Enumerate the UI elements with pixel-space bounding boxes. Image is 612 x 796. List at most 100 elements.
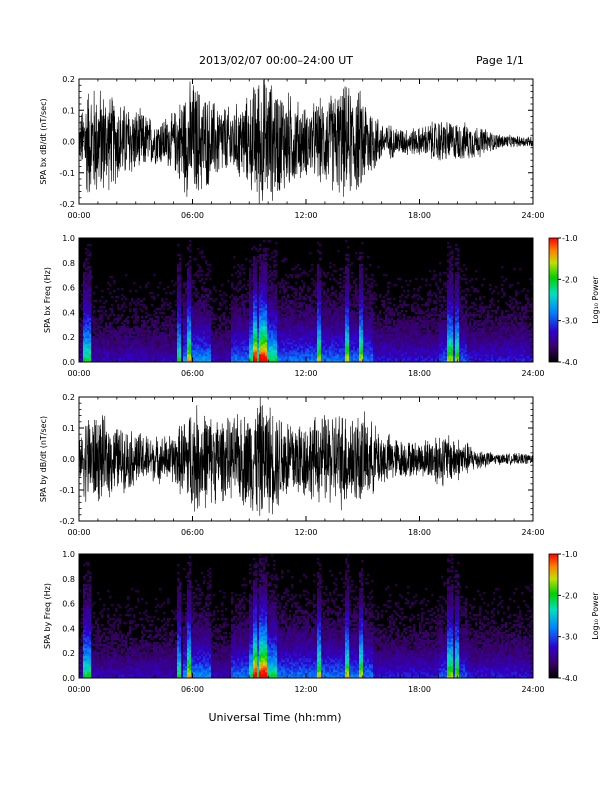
heatmap-cell (323, 310, 325, 312)
heatmap-cell (101, 306, 103, 308)
heatmap-cell (247, 298, 249, 300)
heatmap-cell (309, 296, 311, 298)
heatmap-cell (199, 266, 201, 268)
heatmap-cell (331, 334, 333, 336)
heatmap-cell (255, 328, 257, 330)
heatmap-cell (293, 312, 295, 314)
heatmap-cell (349, 352, 351, 354)
heatmap-cell (299, 330, 301, 332)
heatmap-cell (333, 346, 335, 348)
heatmap-cell (149, 344, 151, 346)
heatmap-cell (181, 350, 183, 352)
heatmap-cell (89, 322, 91, 324)
heatmap-cell (357, 338, 359, 340)
heatmap-cell (267, 312, 269, 314)
heatmap-cell (315, 336, 317, 338)
heatmap-cell (293, 356, 295, 358)
heatmap-cell (85, 330, 87, 332)
heatmap-cell (315, 312, 317, 314)
heatmap-cell (357, 290, 359, 292)
heatmap-cell (345, 330, 347, 332)
heatmap-cell (183, 296, 185, 298)
heatmap-cell (333, 308, 335, 310)
heatmap-cell (351, 262, 353, 264)
heatmap-cell (89, 288, 91, 290)
heatmap-cell (347, 310, 349, 312)
heatmap-cell (231, 336, 233, 338)
heatmap-cell (241, 356, 243, 358)
heatmap-cell (177, 320, 179, 322)
heatmap-cell (253, 336, 255, 338)
heatmap-cell (257, 288, 259, 290)
heatmap-cell (127, 338, 129, 340)
heatmap-cell (317, 358, 319, 360)
heatmap-cell (95, 352, 97, 354)
heatmap-cell (195, 358, 197, 360)
heatmap-cell (289, 352, 291, 354)
heatmap-cell (203, 314, 205, 316)
heatmap-cell (223, 348, 225, 350)
heatmap-cell (191, 322, 193, 324)
heatmap-cell (85, 298, 87, 300)
heatmap-cell (177, 322, 179, 324)
heatmap-cell (241, 318, 243, 320)
heatmap-cell (179, 314, 181, 316)
heatmap-cell (255, 308, 257, 310)
heatmap-cell (237, 316, 239, 318)
heatmap-cell (317, 278, 319, 280)
heatmap-cell (259, 290, 261, 292)
heatmap-cell (321, 354, 323, 356)
heatmap-cell (153, 324, 155, 326)
heatmap-cell (339, 346, 341, 348)
heatmap-cell (87, 266, 89, 268)
heatmap-cell (237, 358, 239, 360)
heatmap-cell (345, 338, 347, 340)
heatmap-cell (245, 336, 247, 338)
heatmap-cell (287, 300, 289, 302)
heatmap-cell (319, 286, 321, 288)
heatmap-cell (175, 300, 177, 302)
heatmap-cell (367, 342, 369, 344)
heatmap-cell (191, 340, 193, 342)
heatmap-cell (349, 264, 351, 266)
heatmap-cell (247, 356, 249, 358)
heatmap-cell (221, 350, 223, 352)
heatmap-cell (267, 272, 269, 274)
heatmap-cell (299, 342, 301, 344)
heatmap-cell (181, 338, 183, 340)
heatmap-cell (311, 310, 313, 312)
heatmap-cell (283, 316, 285, 318)
heatmap-cell (85, 342, 87, 344)
heatmap-cell (291, 276, 293, 278)
heatmap-cell (161, 300, 163, 302)
heatmap-cell (279, 324, 281, 326)
heatmap-cell (253, 358, 255, 360)
heatmap-cell (341, 358, 343, 360)
heatmap-cell (237, 346, 239, 348)
heatmap-cell (313, 342, 315, 344)
heatmap-cell (85, 290, 87, 292)
heatmap-cell (93, 324, 95, 326)
heatmap-cell (291, 316, 293, 318)
heatmap-cell (107, 344, 109, 346)
heatmap-cell (87, 316, 89, 318)
heatmap-cell (95, 286, 97, 288)
heatmap-cell (267, 282, 269, 284)
heatmap-cell (295, 302, 297, 304)
heatmap-cell (179, 358, 181, 360)
heatmap-cell (337, 354, 339, 356)
heatmap-cell (271, 252, 273, 254)
heatmap-cell (249, 326, 251, 328)
heatmap-cell (333, 350, 335, 352)
heatmap-cell (245, 350, 247, 352)
heatmap-cell (341, 290, 343, 292)
heatmap-cell (199, 318, 201, 320)
heatmap-cell (231, 346, 233, 348)
heatmap-cell (93, 322, 95, 324)
heatmap-cell (239, 352, 241, 354)
heatmap-cell (297, 354, 299, 356)
heatmap-cell (185, 288, 187, 290)
heatmap-cell (245, 288, 247, 290)
heatmap-cell (103, 344, 105, 346)
heatmap-cell (203, 312, 205, 314)
